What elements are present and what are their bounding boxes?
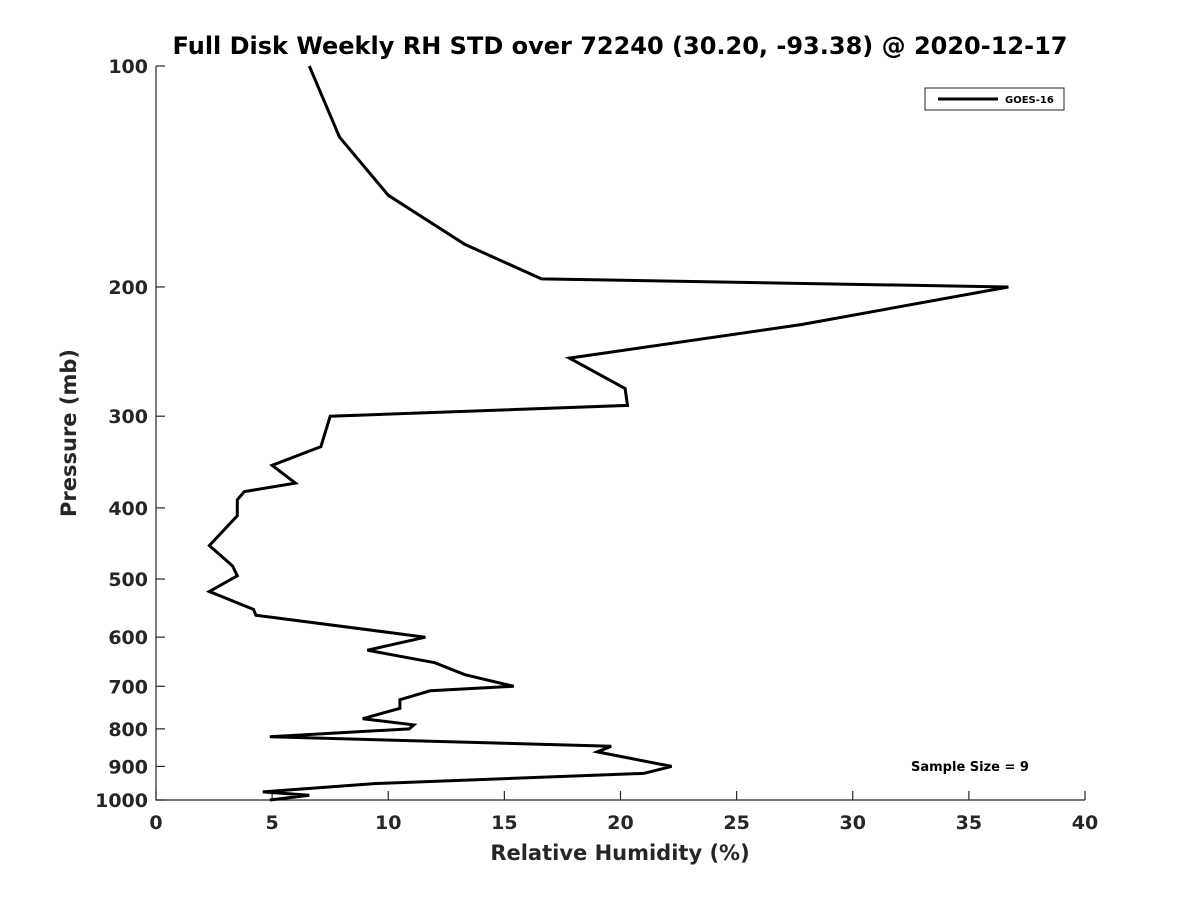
x-tick-label: 15 bbox=[491, 812, 517, 834]
x-tick-label: 5 bbox=[266, 812, 279, 834]
y-tick-label: 800 bbox=[108, 719, 148, 741]
x-tick-label: 35 bbox=[956, 812, 982, 834]
legend-label-goes-16: GOES-16 bbox=[1005, 95, 1054, 106]
y-tick-label: 100 bbox=[108, 56, 148, 78]
y-tick-label: 1000 bbox=[95, 790, 148, 812]
y-axis-ticks: 100 200 300 400 500 600 700 800 900 1000 bbox=[95, 56, 165, 812]
x-tick-label: 30 bbox=[840, 812, 866, 834]
x-axis-ticks: 0 5 10 15 20 25 30 35 40 bbox=[149, 791, 1098, 834]
sample-size-annotation: Sample Size = 9 bbox=[911, 760, 1029, 775]
y-tick-label: 700 bbox=[108, 676, 148, 698]
x-tick-label: 40 bbox=[1072, 812, 1098, 834]
series-layer bbox=[205, 65, 1009, 802]
x-tick-label: 20 bbox=[607, 812, 633, 834]
x-tick-label: 25 bbox=[723, 812, 749, 834]
y-tick-label: 500 bbox=[108, 569, 148, 591]
y-tick-label: 900 bbox=[108, 756, 148, 778]
x-tick-label: 10 bbox=[375, 812, 401, 834]
x-tick-label: 0 bbox=[149, 812, 162, 834]
plot-axes bbox=[155, 66, 1085, 801]
y-axis-label: Pressure (mb) bbox=[57, 349, 81, 517]
x-axis-label: Relative Humidity (%) bbox=[490, 841, 749, 865]
y-tick-label: 400 bbox=[108, 498, 148, 520]
y-tick-label: 200 bbox=[108, 277, 148, 299]
series-line-goes-16 bbox=[205, 65, 1009, 802]
y-tick-label: 300 bbox=[108, 406, 148, 428]
chart-title: Full Disk Weekly RH STD over 72240 (30.2… bbox=[173, 32, 1068, 60]
legend: GOES-16 bbox=[924, 87, 1065, 111]
y-tick-label: 600 bbox=[108, 627, 148, 649]
